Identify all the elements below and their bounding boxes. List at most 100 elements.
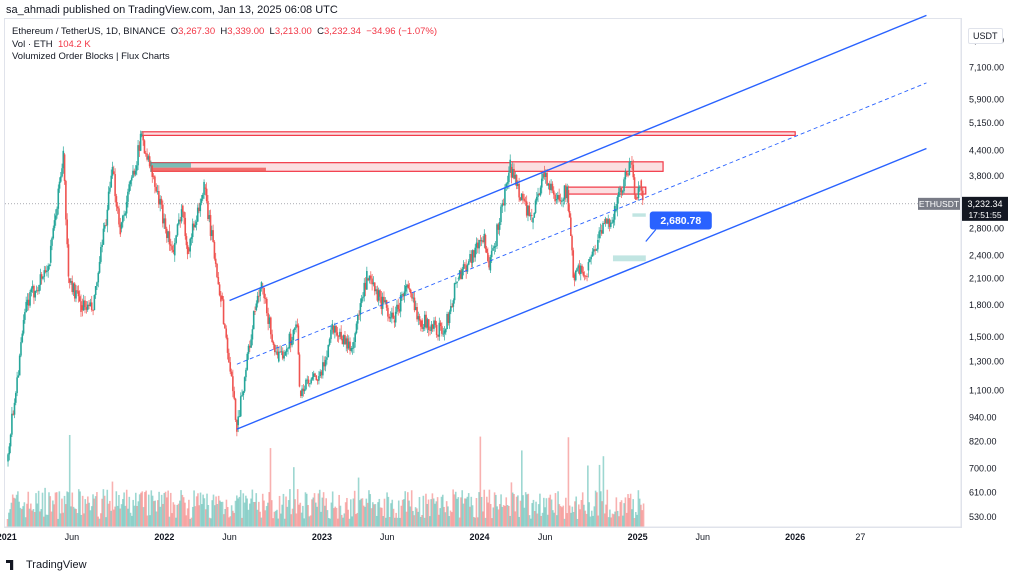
volume-bar [270, 500, 273, 527]
volume-bar [289, 489, 291, 527]
volume-label[interactable]: Vol · ETH [12, 38, 53, 50]
time-tick-label: 2024 [470, 532, 490, 542]
candle-body [191, 223, 194, 238]
candle-body [49, 245, 52, 263]
volume-bar [606, 489, 609, 527]
price-tick-label: 2,400.00 [969, 250, 1004, 260]
volume-bar [357, 477, 360, 527]
candle-body [640, 180, 643, 191]
candle-body [331, 323, 334, 330]
volume-bar [629, 493, 632, 527]
volume-bar [129, 512, 132, 527]
volume-bar [180, 490, 182, 527]
indicator-label[interactable]: Volumized Order Blocks | Flux Charts [12, 51, 170, 62]
candle-body [9, 434, 12, 447]
candle-body [43, 270, 46, 277]
candle-body [366, 270, 368, 290]
volume-bar [361, 498, 364, 527]
candle-body [593, 249, 595, 252]
open-label: O [170, 26, 179, 37]
symbol-label[interactable]: Ethereum / TetherUS, 1D, BINANCE [12, 26, 166, 37]
volume-bar [427, 499, 430, 527]
candle-body [602, 222, 604, 234]
candle-body [435, 324, 438, 335]
candle-body [178, 219, 180, 225]
volume-bar [549, 494, 552, 527]
volume-bar [216, 504, 219, 527]
candle-body [107, 191, 110, 210]
ticker-tag-label: ETHUSDT [919, 199, 959, 209]
volume-bar [457, 497, 460, 527]
volume-bar [333, 508, 335, 527]
candle-body [233, 391, 236, 399]
volume-bar [32, 509, 35, 527]
candle-body [573, 274, 576, 281]
candle-body [344, 335, 346, 345]
candle-body [256, 295, 259, 304]
volume-bar [435, 501, 438, 527]
candle-body [274, 344, 276, 353]
volume-bar [22, 506, 24, 527]
volume-bar [193, 490, 195, 527]
volume-bar [13, 497, 15, 527]
bearish-order-block [141, 131, 796, 136]
candle-body [600, 230, 603, 234]
volume-bar [234, 500, 237, 527]
candle-body [380, 296, 383, 309]
volume-bar [425, 493, 427, 527]
volume-bar [294, 499, 296, 527]
candle-body [207, 201, 209, 220]
volume-bar [286, 506, 289, 527]
volume-bar [105, 517, 107, 527]
price-axis[interactable]: 530.00 610.00 700.00 820.00 940.00 1,100.00 1,… [960, 19, 1004, 527]
candle-body [120, 222, 123, 229]
tradingview-branding[interactable]: TradingView [6, 559, 87, 571]
volume-bar [329, 518, 331, 527]
regression-channel: 2,680.78 [229, 14, 927, 430]
volume-bar [35, 493, 37, 527]
candle-body [547, 183, 550, 186]
ticker-tag [918, 197, 960, 210]
volume-bar [331, 491, 334, 527]
candle-body [474, 247, 477, 258]
candle-body [288, 333, 291, 348]
candle-body [315, 375, 318, 381]
volume-bar [592, 515, 594, 527]
time-axis[interactable]: 2021 Jun 2022 Jun 2023 Jun 2024 Jun 2025 Jun 2026 2… [0, 526, 961, 542]
candle-body [89, 302, 92, 307]
volume-bar [309, 515, 312, 527]
candle-body [355, 323, 358, 334]
bearish-order-block [509, 161, 664, 172]
candle-body [360, 298, 363, 304]
volume-bar [30, 503, 32, 527]
volume-bar [397, 500, 400, 527]
volume-bar [500, 494, 502, 527]
candle-body [283, 355, 285, 359]
candle-body [358, 314, 360, 316]
volume-bar [103, 495, 106, 527]
volume-bar [475, 498, 478, 527]
candle-body [442, 333, 445, 335]
volume-bar [517, 495, 519, 527]
candle-body [175, 235, 177, 244]
volume-bar [471, 505, 474, 527]
volume-bar [559, 506, 562, 527]
candle-body [111, 166, 114, 176]
candle-body [80, 301, 82, 312]
volume-bar [285, 496, 287, 527]
candle-body [179, 219, 182, 222]
volume-bar [149, 515, 151, 527]
candle-body [280, 351, 283, 353]
candle-body [371, 278, 373, 285]
candle-body [511, 168, 514, 178]
candle-body [404, 285, 407, 292]
candle-body [125, 201, 128, 214]
candle-body [375, 289, 377, 292]
candle-body [312, 373, 315, 377]
candle-body [251, 329, 254, 340]
volume-value: 104.2 K [57, 38, 91, 50]
currency-button[interactable]: USDT [968, 28, 1003, 44]
candle-body [579, 265, 582, 274]
candle-body [478, 240, 480, 249]
